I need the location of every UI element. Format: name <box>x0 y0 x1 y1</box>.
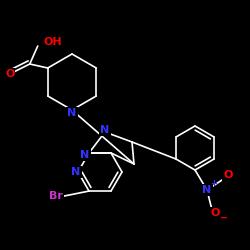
Text: N: N <box>100 125 110 135</box>
Text: N: N <box>202 185 211 195</box>
Text: O: O <box>210 208 220 218</box>
Text: N: N <box>68 108 76 118</box>
Text: O: O <box>5 69 15 79</box>
Text: +: + <box>210 180 218 188</box>
Text: OH: OH <box>44 37 62 47</box>
Text: N: N <box>80 150 90 160</box>
Text: Br: Br <box>49 191 63 201</box>
Text: −: − <box>220 213 228 223</box>
Text: O: O <box>223 170 233 180</box>
Text: N: N <box>72 167 80 177</box>
